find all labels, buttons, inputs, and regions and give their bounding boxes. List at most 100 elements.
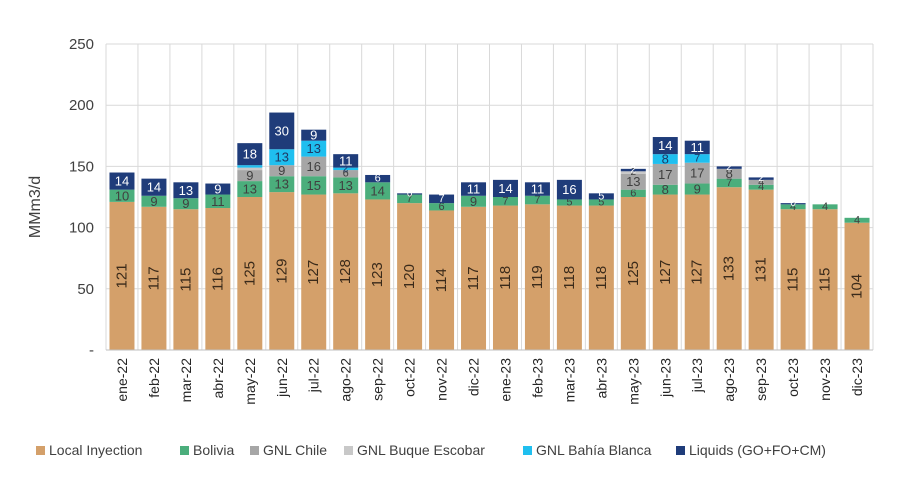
bar-segment	[588, 199, 614, 206]
data-label: 10	[115, 188, 129, 203]
x-tick-label: feb-22	[146, 358, 162, 398]
x-tick-label: jun-22	[274, 358, 290, 398]
bar-segment	[237, 165, 263, 168]
bar-segment	[684, 140, 710, 155]
data-label: 9	[246, 168, 253, 183]
bar-segment	[141, 206, 167, 350]
bar-segment	[716, 187, 742, 350]
data-label: 119	[529, 265, 546, 289]
y-tick-label: -	[89, 342, 94, 359]
bar-segment	[524, 182, 550, 196]
data-label: 7	[726, 177, 732, 189]
bar-segment	[652, 163, 678, 185]
bar-segment	[652, 154, 678, 164]
bar-segment	[492, 179, 518, 197]
bar-segment	[492, 197, 518, 206]
data-label: 14	[658, 138, 672, 153]
data-label: 13	[275, 177, 289, 192]
data-label: 16	[562, 182, 576, 197]
legend-swatch	[523, 446, 532, 455]
data-label: 114	[433, 268, 450, 292]
data-label: 127	[689, 260, 706, 285]
bar-segment	[844, 217, 870, 223]
bar-segment	[301, 156, 327, 177]
bar-segment	[109, 201, 135, 350]
bar-segment	[684, 154, 710, 163]
bar-segment	[173, 182, 199, 199]
data-label: 17	[690, 166, 704, 181]
bar-segment	[333, 177, 359, 194]
data-label: 2	[343, 163, 349, 174]
bar-segment	[429, 194, 455, 204]
data-label: 115	[177, 268, 194, 292]
data-label: 118	[561, 266, 578, 290]
y-tick-label: 100	[69, 220, 94, 237]
data-label: 127	[305, 260, 322, 285]
bar-segment	[333, 170, 359, 178]
data-label: 2	[726, 162, 732, 173]
bar-segment	[237, 143, 263, 166]
data-label: 14	[147, 180, 161, 195]
x-tick-label: oct-22	[402, 358, 418, 397]
bar-segment	[556, 179, 582, 200]
data-label: 17	[658, 167, 672, 182]
bar-segment	[620, 173, 646, 190]
bar-segment	[652, 194, 678, 350]
legend-swatch	[180, 446, 189, 455]
bar-segment	[716, 168, 742, 179]
y-tick-label: 200	[69, 97, 94, 114]
data-label: 118	[497, 266, 514, 290]
bar-segment	[237, 181, 263, 197]
data-label: 7	[534, 194, 540, 206]
x-tick-label: sep-23	[753, 358, 769, 401]
bar-segment	[301, 129, 327, 141]
bar-segment	[524, 204, 550, 350]
data-label: 6	[630, 187, 636, 199]
bar-segment	[301, 140, 327, 157]
bar-segment	[588, 205, 614, 350]
data-label: 120	[401, 264, 418, 289]
data-label: 125	[241, 261, 258, 286]
bar-segment	[237, 170, 263, 182]
data-label: 13	[179, 183, 193, 198]
bar-segment	[780, 204, 806, 210]
data-label: 14	[370, 183, 384, 198]
bar-segment	[844, 222, 870, 350]
data-label: 14	[498, 181, 512, 196]
bar-segment	[748, 177, 774, 180]
data-label: 8	[662, 182, 669, 197]
data-label: 127	[657, 260, 674, 285]
bar-segment	[269, 112, 295, 150]
bar-segment	[237, 167, 263, 171]
bar-segment	[141, 195, 167, 207]
data-label: 129	[273, 259, 290, 284]
data-label: 13	[626, 174, 640, 189]
data-label: 131	[753, 257, 770, 282]
bar-segment	[588, 193, 614, 200]
data-label: 2	[631, 165, 637, 176]
bar-segment	[269, 176, 295, 193]
data-label: 104	[849, 274, 866, 299]
data-label: 125	[625, 261, 642, 286]
bar-segment	[652, 137, 678, 155]
bar-segment	[301, 194, 327, 350]
bar-segment	[461, 195, 487, 207]
data-label: 0	[407, 188, 413, 199]
bar-segment	[716, 166, 742, 169]
bar-segment	[492, 205, 518, 350]
bar-segment	[205, 208, 231, 350]
bar-segment	[173, 209, 199, 350]
bar-segment	[397, 194, 423, 204]
bar-segment	[365, 174, 391, 183]
data-label: 8	[726, 166, 733, 181]
data-label: 4	[822, 201, 828, 213]
data-label: 9	[182, 196, 189, 211]
data-label: 11	[339, 153, 353, 168]
data-label: 18	[243, 147, 257, 162]
legend-entry: GNL Buque Escobar	[357, 442, 485, 458]
data-label: 8	[662, 152, 669, 167]
bar-segment	[748, 189, 774, 350]
data-label: 7	[439, 193, 445, 205]
